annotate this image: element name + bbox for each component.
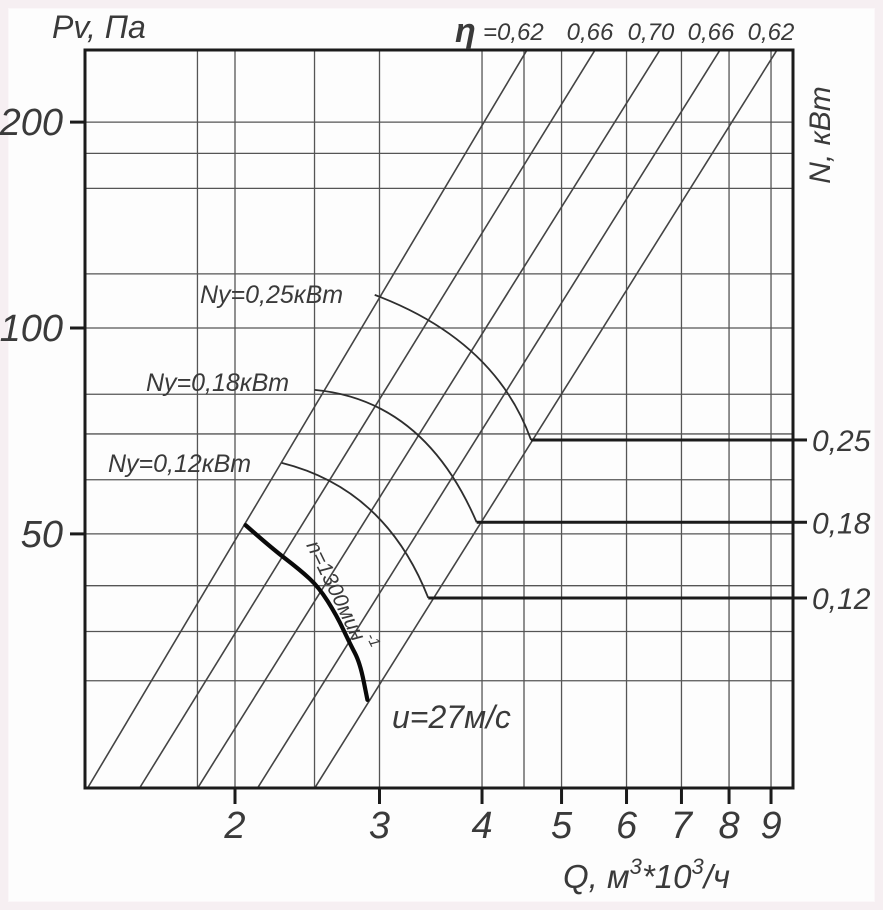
plot-border [83,48,795,790]
ny-label: Ny=0,18кВт [146,369,289,397]
power-level-lines [428,438,793,600]
y-tick-label: 100 [0,308,63,350]
ny-label: Ny=0,25кВт [200,281,343,309]
eta-line [139,49,596,788]
right-axis-title: N, кВт [804,86,837,184]
gridlines [85,50,793,788]
y-axis-title: Pv, Па [52,9,146,45]
eta-value: 0,66 [688,19,735,46]
speed-u-label: u=27м/с [392,699,511,735]
x-tick-label: 5 [551,805,573,847]
n-value-label: 0,18 [812,507,871,540]
eta-line [197,49,661,788]
x-tick-label: 7 [671,805,694,847]
x-tick-label: 4 [471,805,492,847]
eta-symbol: η [455,12,476,50]
eta-value: 0,62 [748,19,795,46]
x-tick-label: 9 [760,805,781,847]
ny-label: Ny=0,12кВт [108,450,251,478]
x-axis-title: Q, м3*103/ч [563,854,730,895]
x-tick-label: 6 [616,805,638,847]
tick-labels: 200 100 50 2 3 4 5 6 7 8 9 0,25 0,18 0,12 [0,102,871,847]
n-value-label: 0,12 [812,583,871,616]
n-value-label: 0,25 [812,425,871,458]
eta-line [87,49,528,788]
fan-curve [243,523,370,702]
eta-value: 0,66 [567,19,614,46]
axis-ticks [70,120,807,804]
eta-line [257,49,721,788]
y-tick-label: 200 [0,102,63,144]
power-arc [314,388,478,523]
eta-lines [87,49,778,788]
eta-line [314,49,778,788]
power-arc [374,294,532,441]
power-arc [281,462,430,599]
x-tick-label: 8 [718,805,739,847]
eta-value: 0,70 [628,19,675,46]
x-tick-label: 2 [223,805,245,847]
rpm-label: n=1300мин-1 [302,533,384,656]
eta-value: =0,62 [483,19,544,46]
eta-header: η =0,62 0,66 0,70 0,66 0,62 [455,12,794,50]
x-tick-label: 3 [369,805,390,847]
power-arcs [281,294,532,599]
y-tick-label: 50 [21,514,63,556]
